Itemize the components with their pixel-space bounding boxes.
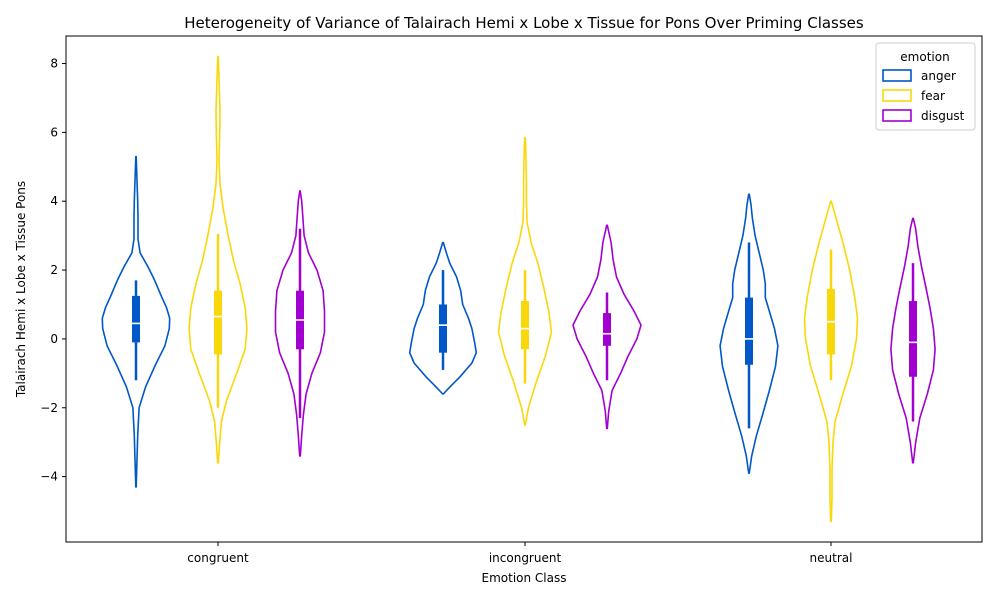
violin-disgust-congruent — [274, 190, 326, 457]
y-tick-label: 2 — [50, 263, 58, 277]
legend-swatch — [882, 89, 912, 102]
legend-label: anger — [921, 69, 956, 83]
x-axis: congruent incongruent neutral — [187, 542, 852, 565]
violin-outline — [572, 224, 642, 430]
iqr-box — [603, 313, 611, 346]
iqr-box — [132, 295, 140, 343]
violin-fear-congruent — [188, 55, 248, 464]
legend-label: disgust — [921, 109, 965, 123]
y-axis: −4 −2 0 2 4 6 8 — [40, 57, 66, 484]
iqr-box — [521, 301, 529, 350]
y-tick-label: 0 — [50, 332, 58, 346]
iqr-box — [909, 301, 917, 377]
y-tick-label: −4 — [40, 470, 58, 484]
violin-fear-neutral — [803, 200, 859, 523]
legend-item-anger: anger — [882, 69, 956, 83]
iqr-box — [214, 290, 222, 355]
violin-outline — [719, 193, 779, 474]
legend-items: anger fear disgust — [882, 69, 965, 123]
violin-outline — [408, 241, 478, 395]
plot-area — [101, 55, 936, 523]
x-tick-label: neutral — [810, 551, 853, 565]
axes-frame — [65, 35, 983, 543]
legend-frame — [875, 42, 976, 131]
y-tick-label: 6 — [50, 125, 58, 139]
legend-item-disgust: disgust — [882, 109, 965, 123]
violin-outline — [497, 136, 553, 426]
violin-anger-congruent — [101, 155, 171, 488]
iqr-box — [745, 297, 753, 365]
violin-outline — [890, 217, 936, 464]
legend-label: fear — [921, 89, 945, 103]
y-tick-label: 4 — [50, 194, 58, 208]
violin-anger-neutral — [719, 193, 779, 474]
legend-title: emotion — [900, 50, 949, 64]
violin-outline — [803, 200, 859, 523]
x-axis-label: Emotion Class — [482, 571, 567, 585]
violin-outline — [274, 190, 326, 457]
y-tick-label: −2 — [40, 401, 58, 415]
violin-disgust-neutral — [890, 217, 936, 464]
legend: emotion anger fear disgust — [875, 42, 976, 131]
iqr-box — [439, 304, 447, 353]
x-tick-label: incongruent — [489, 551, 562, 565]
legend-swatch — [882, 109, 912, 122]
y-tick-label: 8 — [50, 57, 58, 71]
legend-swatch — [882, 69, 912, 82]
legend-item-fear: fear — [882, 89, 945, 103]
violin-fear-incongruent — [497, 136, 553, 426]
violin-outline — [188, 55, 248, 464]
y-axis-label: Talairach Hemi x Lobe x Tissue Pons — [14, 181, 28, 398]
violin-disgust-incongruent — [572, 224, 642, 430]
violin-outline — [101, 155, 171, 488]
chart-title: Heterogeneity of Variance of Talairach H… — [184, 14, 864, 32]
violin-anger-incongruent — [408, 241, 478, 395]
x-tick-label: congruent — [187, 551, 249, 565]
